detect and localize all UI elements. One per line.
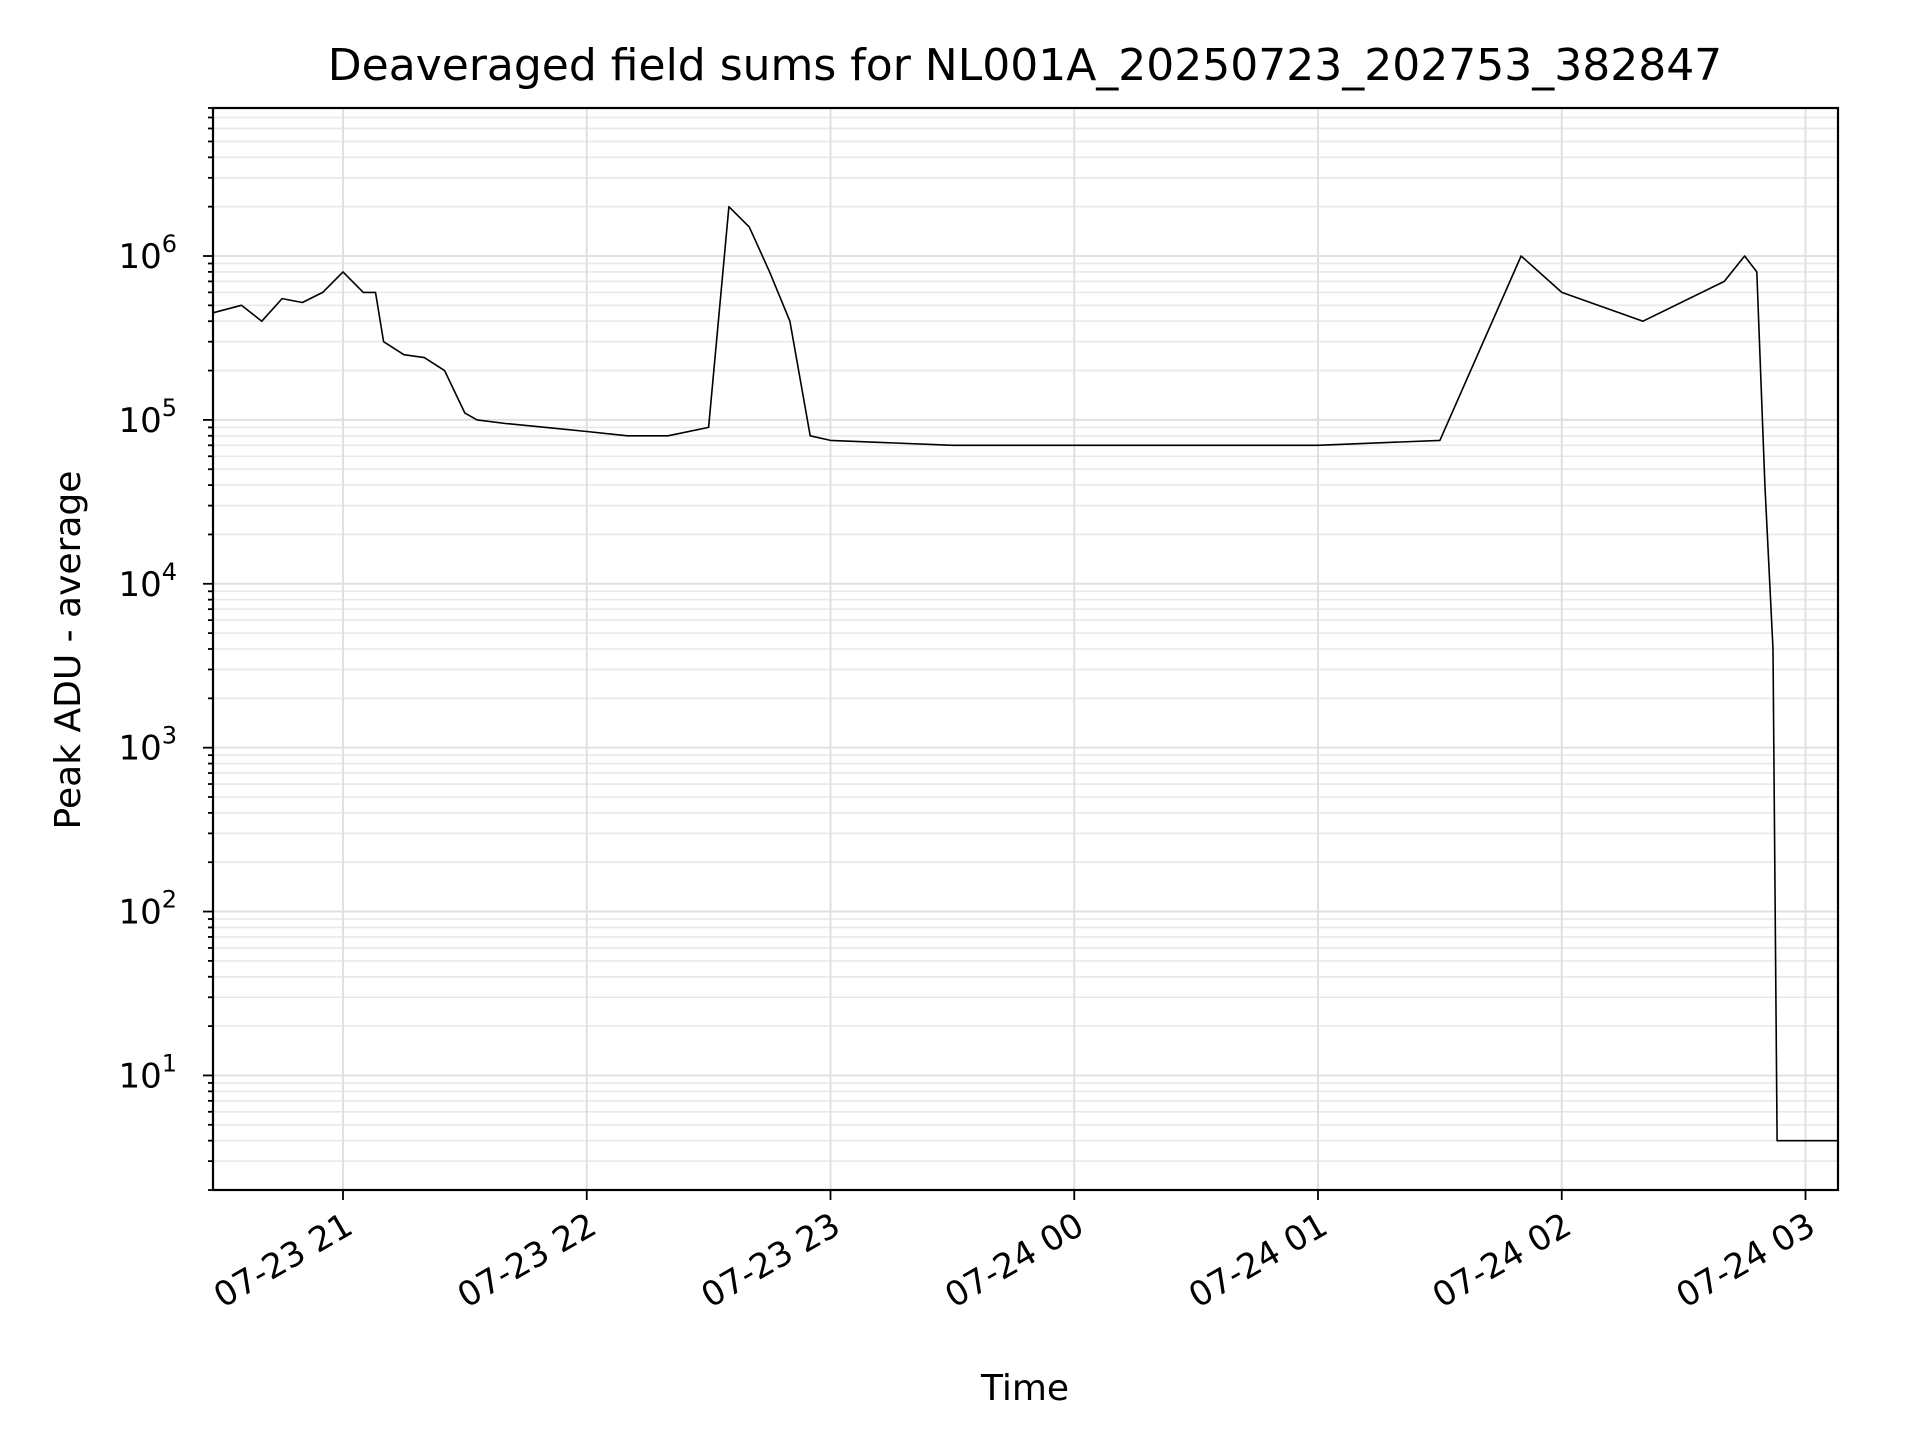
y-tick-label: 106 <box>118 230 177 277</box>
series-line <box>212 205 1838 1142</box>
y-tick-label: 105 <box>118 394 177 441</box>
series-layer <box>212 205 1838 1142</box>
ticks-layer: 101 102 103 104 105 106 07-23 21 07-23 22 07-23 … <box>118 107 1822 1316</box>
x-tick-label: 07-23 22 <box>451 1205 603 1316</box>
x-tick-label: 07-24 00 <box>938 1205 1090 1316</box>
y-axis-label: Peak ADU - average <box>48 471 89 830</box>
y-tick-label: 101 <box>118 1049 177 1096</box>
y-tick-label: 104 <box>118 558 177 605</box>
x-tick-label: 07-24 02 <box>1426 1205 1578 1316</box>
x-tick-label: 07-23 23 <box>695 1205 847 1316</box>
x-tick-label: 07-24 01 <box>1182 1205 1334 1316</box>
x-tick-label: 07-23 21 <box>207 1205 359 1316</box>
chart-title: Deaveraged field sums for NL001A_2025072… <box>328 40 1722 91</box>
y-tick-label: 102 <box>118 886 177 933</box>
y-tick-label: 103 <box>118 722 177 769</box>
grid-layer <box>213 107 1838 1191</box>
x-axis-label: Time <box>980 1368 1069 1409</box>
x-tick-label: 07-24 03 <box>1670 1205 1822 1316</box>
